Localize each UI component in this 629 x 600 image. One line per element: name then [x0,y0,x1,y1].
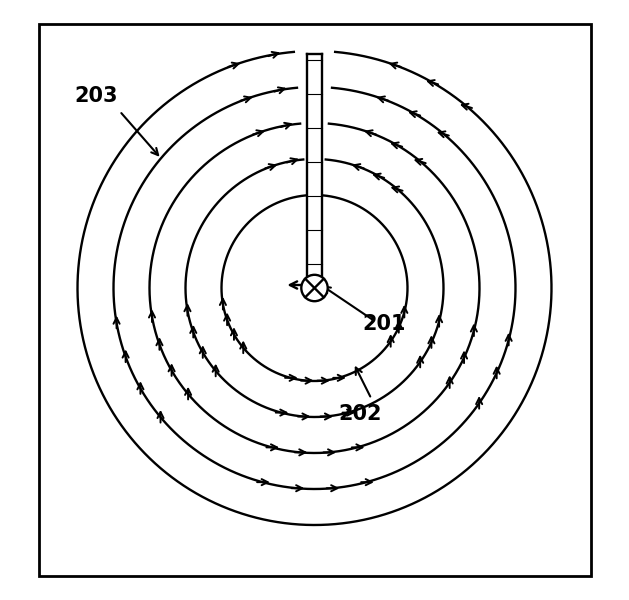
Text: 202: 202 [338,404,382,424]
Text: 203: 203 [74,86,118,106]
Text: 201: 201 [362,314,406,334]
Circle shape [301,275,328,301]
